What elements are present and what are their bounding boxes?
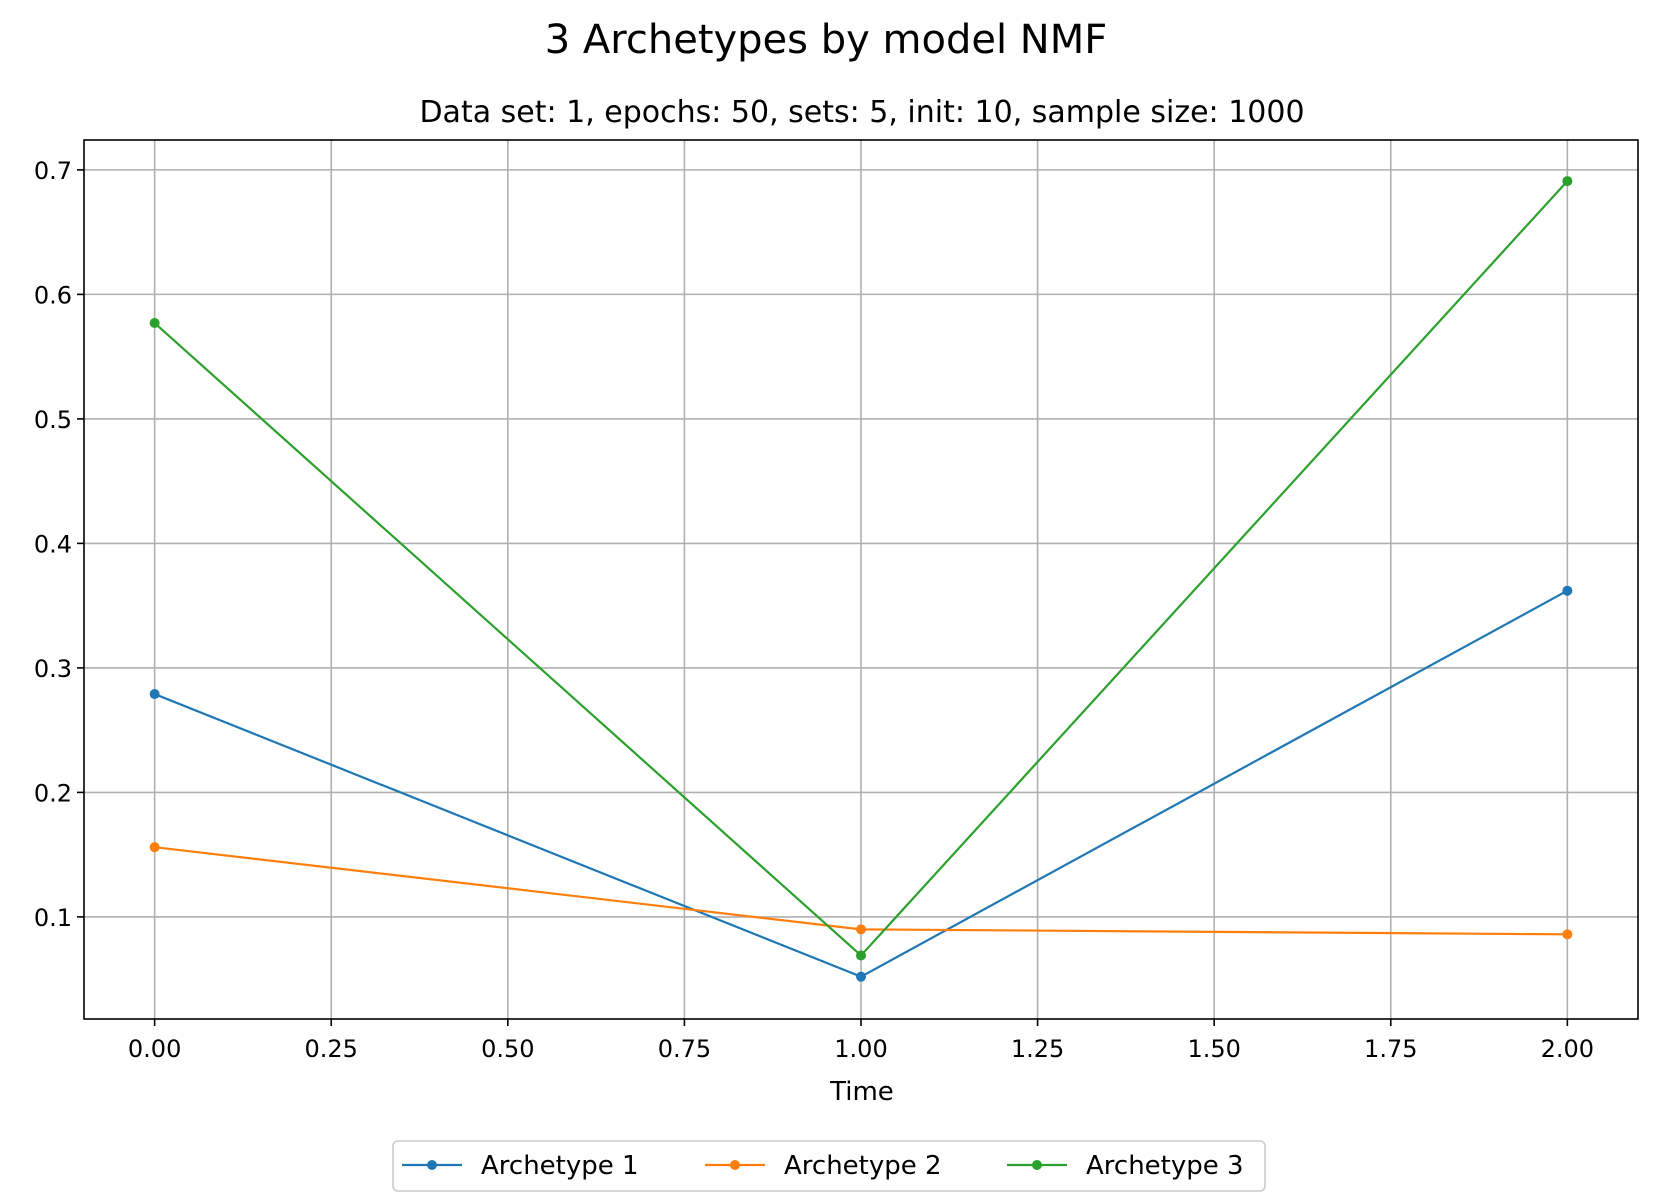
y-tick-label: 0.2 bbox=[34, 779, 72, 807]
data-point-archetype-2 bbox=[856, 924, 866, 935]
x-tick-label: 1.00 bbox=[834, 1035, 887, 1063]
legend-swatch-marker bbox=[1032, 1160, 1042, 1170]
x-axis-label: Time bbox=[829, 1077, 894, 1107]
data-point-archetype-3 bbox=[856, 950, 866, 961]
x-tick-label: 2.00 bbox=[1541, 1035, 1594, 1063]
x-tick-label: 0.00 bbox=[128, 1035, 181, 1063]
data-point-archetype-1 bbox=[856, 971, 866, 982]
data-point-archetype-2 bbox=[1562, 929, 1573, 940]
y-tick-label: 0.5 bbox=[34, 406, 72, 434]
x-tick-label: 1.75 bbox=[1364, 1035, 1417, 1063]
legend-swatch-marker bbox=[730, 1160, 740, 1170]
chart-title: 3 Archetypes by model NMF bbox=[545, 17, 1107, 63]
data-point-archetype-1 bbox=[149, 689, 160, 700]
grid bbox=[84, 140, 1638, 1019]
y-tick-label: 0.3 bbox=[34, 655, 72, 683]
x-tick-label: 1.50 bbox=[1187, 1035, 1240, 1063]
chart-subtitle: Data set: 1, epochs: 50, sets: 5, init: … bbox=[419, 95, 1304, 130]
y-tick-label: 0.1 bbox=[34, 904, 72, 932]
y-axis: 0.1 0.2 0.3 0.4 0.5 0.6 0.7 bbox=[34, 157, 84, 932]
legend-swatch-marker bbox=[427, 1160, 437, 1170]
legend-frame bbox=[392, 1140, 1266, 1192]
legend-label-archetype-1: Archetype 1 bbox=[481, 1151, 639, 1181]
data-point-archetype-2 bbox=[149, 842, 160, 853]
legend: Archetype 1 Archetype 2 Archetype 3 bbox=[392, 1140, 1266, 1192]
x-tick-label: 0.25 bbox=[305, 1035, 358, 1063]
x-axis: 0.00 0.25 0.50 0.75 1.00 1.25 1.50 1.75 2.00 bbox=[128, 1019, 1594, 1063]
y-tick-label: 0.7 bbox=[34, 157, 72, 185]
x-tick-label: 0.50 bbox=[481, 1035, 534, 1063]
legend-label-archetype-3: Archetype 3 bbox=[1086, 1151, 1244, 1181]
series-layer bbox=[149, 176, 1573, 982]
legend-label-archetype-2: Archetype 2 bbox=[784, 1151, 942, 1181]
data-point-archetype-1 bbox=[1562, 585, 1573, 596]
data-point-archetype-3 bbox=[1562, 176, 1573, 187]
y-tick-label: 0.4 bbox=[34, 530, 72, 558]
x-tick-label: 0.75 bbox=[658, 1035, 711, 1063]
x-tick-label: 1.25 bbox=[1011, 1035, 1064, 1063]
y-tick-label: 0.6 bbox=[34, 281, 72, 309]
data-point-archetype-3 bbox=[149, 318, 160, 329]
